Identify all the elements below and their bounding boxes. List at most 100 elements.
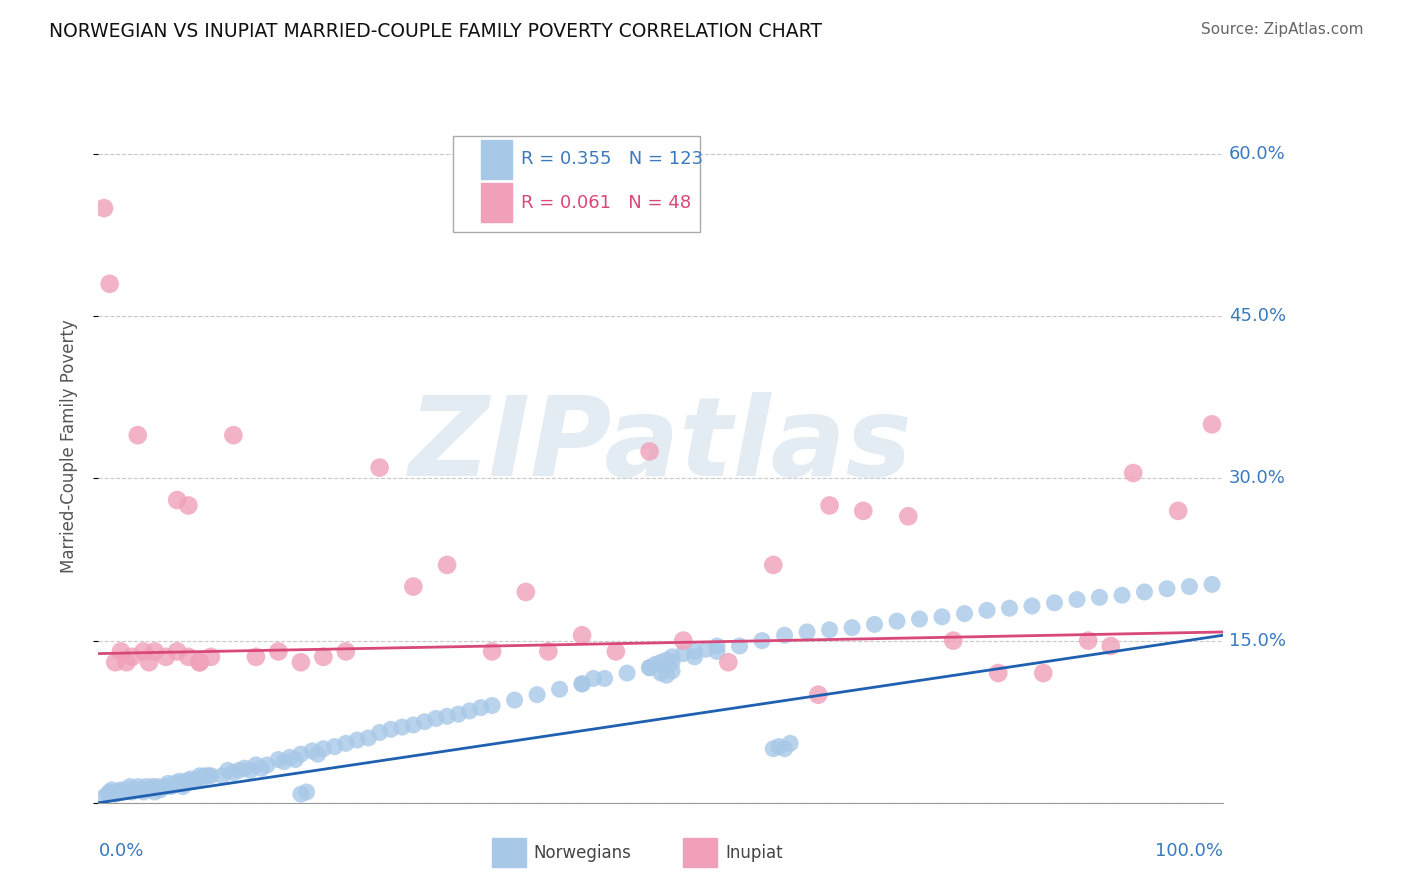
Point [779,736,801,750]
Point [931,610,953,624]
Point [104,655,127,669]
Text: R = 0.355   N = 123: R = 0.355 N = 123 [522,151,703,169]
Point [101,782,124,797]
Y-axis label: Married-Couple Family Poverty: Married-Couple Family Poverty [59,319,77,573]
Point [1201,417,1223,432]
Point [121,785,143,799]
Point [571,677,593,691]
Point [413,714,436,729]
Point [537,644,560,658]
Point [323,739,346,754]
Point [346,733,368,747]
FancyBboxPatch shape [492,838,526,867]
Point [278,750,301,764]
Point [177,774,200,789]
Point [672,647,695,661]
Point [1043,596,1066,610]
Point [481,698,503,713]
Point [695,642,717,657]
Point [1099,639,1122,653]
Point [357,731,380,745]
Point [93,790,115,805]
Point [110,782,132,797]
Point [200,649,222,664]
Point [284,753,307,767]
Point [706,644,728,658]
Point [166,644,188,658]
Point [245,649,267,664]
Point [115,782,138,797]
FancyBboxPatch shape [453,136,700,232]
Point [526,688,548,702]
Point [706,639,728,653]
Point [1032,666,1054,681]
Point [245,758,267,772]
Point [290,655,312,669]
Point [1201,577,1223,591]
Point [638,660,661,674]
Point [160,780,183,794]
Text: Inupiat: Inupiat [725,844,783,862]
Point [127,428,149,442]
Point [186,772,208,786]
Point [132,785,155,799]
Point [953,607,976,621]
Text: 30.0%: 30.0% [1229,469,1285,487]
Point [107,785,129,799]
FancyBboxPatch shape [481,140,512,179]
Point [368,725,391,739]
Point [796,624,818,639]
Point [818,623,841,637]
Point [391,720,413,734]
Point [807,688,830,702]
Point [1088,591,1111,605]
Point [250,761,273,775]
Point [188,655,211,669]
Point [335,644,357,658]
Point [174,774,197,789]
Point [1122,466,1144,480]
Point [1178,580,1201,594]
Point [152,780,174,794]
Point [188,769,211,783]
Text: R = 0.061   N = 48: R = 0.061 N = 48 [522,194,692,211]
Point [548,682,571,697]
Point [138,782,160,797]
Point [273,755,295,769]
Point [177,649,200,664]
Point [650,655,672,669]
Point [436,558,458,572]
Point [987,666,1010,681]
Point [818,499,841,513]
Point [143,785,166,799]
Point [503,693,526,707]
Point [222,765,245,780]
Point [157,776,180,790]
Point [447,707,470,722]
Point [146,780,169,794]
Point [188,655,211,669]
Point [1111,588,1133,602]
Point [661,664,683,678]
Point [127,780,149,794]
Point [886,614,908,628]
Point [98,785,121,799]
Point [180,772,202,786]
Point [661,649,683,664]
Point [211,769,233,783]
Point [141,780,163,794]
Point [112,785,135,799]
Point [863,617,886,632]
Point [672,633,695,648]
Point [650,666,672,681]
Point [118,780,141,794]
Point [976,603,998,617]
Point [571,677,593,691]
Text: 45.0%: 45.0% [1229,307,1286,326]
Point [183,774,205,789]
Point [470,700,492,714]
Point [104,787,127,801]
Text: NORWEGIAN VS INUPIAT MARRIED-COUPLE FAMILY POVERTY CORRELATION CHART: NORWEGIAN VS INUPIAT MARRIED-COUPLE FAMI… [49,22,823,41]
Point [129,782,152,797]
Point [267,753,290,767]
